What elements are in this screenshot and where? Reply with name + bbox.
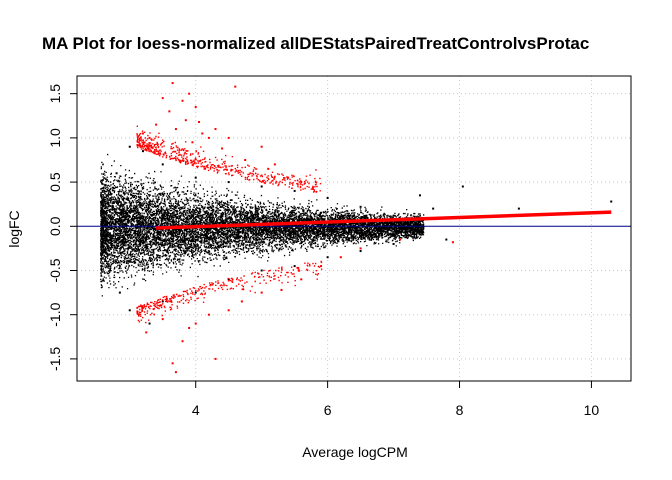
gene-point bbox=[105, 194, 108, 197]
significant-point bbox=[174, 128, 177, 131]
significant-point bbox=[300, 278, 303, 281]
axes: 4 6 8 10 -1.5 -1.0 -0.5 0.0 0.5 1.0 1.5 bbox=[47, 84, 599, 418]
significant-point bbox=[227, 309, 230, 312]
gene-point bbox=[432, 207, 435, 210]
significant-point bbox=[155, 123, 158, 126]
gene-point bbox=[148, 322, 151, 325]
chart-title: MA Plot for loess-normalized allDEStatsP… bbox=[42, 34, 589, 53]
gene-point bbox=[359, 250, 362, 253]
significant-point bbox=[207, 313, 210, 316]
significant-point bbox=[174, 371, 177, 374]
gene-point bbox=[227, 278, 230, 281]
x-axis-label: Average logCPM bbox=[302, 444, 408, 460]
gene-point bbox=[461, 185, 464, 188]
significant-point bbox=[234, 85, 237, 88]
gene-point bbox=[194, 176, 197, 179]
x-tick-label: 10 bbox=[584, 402, 600, 418]
significant-point bbox=[339, 256, 342, 259]
significant-point bbox=[320, 265, 323, 268]
gene-point bbox=[260, 185, 263, 188]
significant-point bbox=[188, 92, 191, 95]
gene-point bbox=[128, 309, 131, 312]
significant-point bbox=[191, 141, 194, 144]
gene-point bbox=[326, 256, 329, 259]
significant-point bbox=[161, 97, 164, 100]
significant-point bbox=[273, 163, 276, 166]
significant-cloud bbox=[136, 125, 323, 324]
gene-point bbox=[418, 194, 421, 197]
x-tick-label: 6 bbox=[324, 402, 332, 418]
significant-point bbox=[181, 340, 184, 343]
significant-point bbox=[280, 288, 283, 291]
trend-layer bbox=[77, 210, 631, 230]
significant-point bbox=[161, 318, 164, 321]
gene-point bbox=[392, 242, 395, 245]
gene-point bbox=[128, 145, 131, 148]
gene-point bbox=[115, 172, 118, 175]
significant-point bbox=[198, 120, 201, 123]
significant-point bbox=[171, 82, 174, 85]
gene-point bbox=[141, 150, 144, 153]
gene-point bbox=[161, 300, 164, 303]
significant-point bbox=[181, 99, 184, 102]
significant-point bbox=[300, 181, 303, 184]
significant-point bbox=[227, 136, 230, 139]
gene-point bbox=[445, 238, 448, 241]
significant-point bbox=[188, 326, 191, 329]
y-tick-label: -0.5 bbox=[47, 258, 63, 282]
significant-point bbox=[214, 357, 217, 360]
significant-point bbox=[359, 247, 362, 250]
significant-point bbox=[184, 119, 187, 122]
significant-point bbox=[194, 105, 197, 108]
gene-point bbox=[517, 207, 520, 210]
gene-point bbox=[326, 197, 329, 199]
significant-point bbox=[221, 147, 224, 150]
y-tick-label: 1.0 bbox=[47, 128, 63, 148]
gene-point bbox=[293, 189, 296, 192]
gene-point bbox=[108, 269, 111, 272]
gene-point bbox=[610, 200, 613, 203]
significant-point bbox=[141, 132, 144, 135]
gene-point bbox=[227, 181, 230, 184]
significant-point bbox=[171, 362, 174, 365]
significant-point bbox=[214, 128, 217, 131]
significant-point bbox=[194, 322, 197, 325]
y-tick-label: 1.5 bbox=[47, 84, 63, 104]
significant-point bbox=[207, 136, 210, 139]
gene-point bbox=[194, 291, 197, 294]
gene-point bbox=[118, 291, 121, 294]
significant-point bbox=[148, 136, 151, 139]
gene-point bbox=[102, 229, 105, 232]
significant-point bbox=[145, 331, 148, 334]
significant-point bbox=[399, 238, 402, 241]
significant-point bbox=[267, 167, 270, 170]
significant-point bbox=[240, 300, 243, 303]
significant-points bbox=[136, 82, 454, 374]
gene-point bbox=[392, 214, 395, 217]
x-tick-label: 4 bbox=[192, 402, 200, 418]
y-axis-label: logFC bbox=[6, 210, 22, 247]
significant-point bbox=[451, 241, 454, 244]
x-tick-label: 8 bbox=[456, 402, 464, 418]
plot-frame bbox=[76, 75, 632, 382]
significant-point bbox=[244, 158, 247, 161]
y-tick-label: 0.0 bbox=[47, 216, 63, 236]
y-tick-label: 0.5 bbox=[47, 172, 63, 192]
gene-point bbox=[359, 205, 362, 208]
significant-point bbox=[201, 132, 204, 135]
trend-line bbox=[156, 210, 612, 230]
significant-point bbox=[287, 176, 290, 179]
gene-point bbox=[293, 265, 296, 268]
y-tick-label: -1.0 bbox=[47, 302, 63, 326]
significant-point bbox=[260, 145, 263, 148]
y-tick-label: -1.5 bbox=[47, 347, 63, 371]
gene-point bbox=[161, 163, 164, 166]
significant-point bbox=[260, 291, 263, 294]
significant-point bbox=[168, 110, 171, 113]
gene-point bbox=[260, 269, 263, 272]
